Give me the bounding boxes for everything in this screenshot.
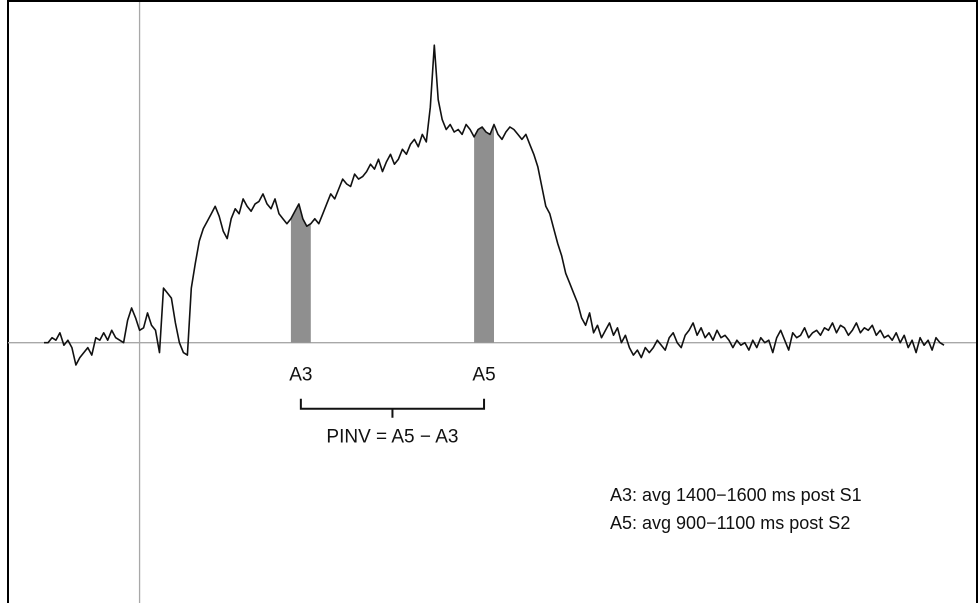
note-a3-definition: A3: avg 1400−1600 ms post S1	[610, 485, 862, 505]
difference-bracket	[299, 398, 486, 418]
analysis-windows	[290, 124, 494, 343]
note-a5-definition: A5: avg 900−1100 ms post S2	[610, 513, 850, 533]
window-label-a5: A5	[472, 365, 495, 386]
window-label-a3: A3	[289, 365, 312, 386]
window-shade-a3	[290, 203, 311, 343]
window-shade-a5	[474, 124, 494, 343]
pinv-formula-label: PINV = A5 − A3	[326, 427, 458, 448]
waveform-series-line	[44, 44, 945, 366]
